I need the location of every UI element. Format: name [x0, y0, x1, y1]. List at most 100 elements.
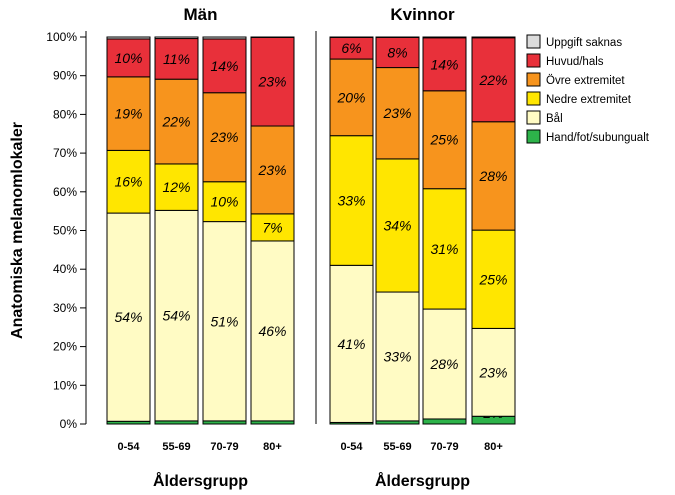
- segment-data-label: 10%: [114, 50, 142, 66]
- bar-segment-saknas: [202, 36, 247, 40]
- y-tick-label: 10%: [53, 378, 77, 392]
- y-tick-label: 50%: [53, 224, 77, 238]
- x-axis-title: Åldersgrupp: [153, 471, 248, 490]
- bar-segment-ovre: [329, 58, 374, 137]
- bar-segment-huvud: [471, 37, 516, 123]
- panel-title: Kvinnor: [390, 5, 455, 24]
- y-tick-label: 60%: [53, 185, 77, 199]
- segment-data-label: 22%: [161, 114, 190, 130]
- legend-swatch-ovre: [526, 72, 541, 87]
- segment-data-label: 54%: [114, 309, 142, 325]
- y-tick-label: 80%: [53, 107, 77, 121]
- legend-label-huvud: Huvud/hals: [546, 56, 604, 68]
- bar-segment-ovre: [422, 90, 467, 190]
- y-axis-title: Anatomiska melanomlokaler: [9, 122, 26, 339]
- x-category-label: 70-79: [210, 441, 238, 453]
- bar-segment-nedre: [471, 229, 516, 329]
- bar-segment-ovre: [106, 76, 151, 151]
- y-tick-label: 0%: [60, 417, 78, 431]
- bar-segment-bal: [471, 327, 516, 417]
- segment-data-label: 23%: [209, 129, 238, 145]
- bar-segment-huvud: [250, 36, 295, 127]
- segment-data-label: 28%: [429, 356, 458, 372]
- bar-segment-bal: [154, 209, 199, 422]
- bar-segment-ovre: [375, 67, 420, 160]
- bar-segment-saknas: [471, 36, 516, 39]
- bar-segment-bal: [250, 240, 295, 422]
- bar-segment-nedre: [106, 149, 151, 214]
- x-category-label: 55-69: [162, 441, 190, 453]
- segment-data-label: 46%: [258, 323, 286, 339]
- legend-label-bal: Bål: [546, 113, 563, 125]
- legend-label-hand: Hand/fot/subungualt: [546, 132, 650, 144]
- legend-swatch-hand: [526, 129, 541, 144]
- segment-data-label: 10%: [210, 194, 238, 210]
- y-tick-label: 100%: [46, 30, 77, 44]
- segment-data-label: 16%: [114, 174, 142, 190]
- segment-data-label: 34%: [383, 217, 411, 233]
- bar-segment-huvud: [375, 36, 420, 69]
- segment-data-label: 41%: [337, 336, 365, 352]
- legend-label-nedre: Nedre extremitet: [546, 94, 632, 106]
- segment-data-label: 7%: [262, 219, 282, 235]
- x-category-label: 80+: [263, 441, 282, 453]
- x-category-label: 70-79: [430, 441, 458, 453]
- y-tick-label: 30%: [53, 301, 77, 315]
- bar-segment-bal: [202, 221, 247, 422]
- x-axis-title: Åldersgrupp: [375, 471, 470, 490]
- bar-segment-ovre: [250, 125, 295, 215]
- segment-data-label: 23%: [478, 364, 507, 380]
- legend-swatch-huvud: [526, 53, 541, 68]
- bar-segment-bal: [375, 291, 420, 422]
- bar-segment-huvud: [202, 38, 247, 94]
- segment-data-label: 14%: [210, 58, 238, 74]
- segment-data-label: 23%: [257, 162, 286, 178]
- legend-label-saknas: Uppgift saknas: [546, 37, 622, 49]
- bar-segment-ovre: [154, 78, 199, 165]
- segment-data-label: 33%: [337, 193, 365, 209]
- y-tick-label: 90%: [53, 69, 77, 83]
- legend-swatch-bal: [526, 110, 541, 125]
- segment-data-label: 23%: [382, 105, 411, 121]
- bar-segment-bal: [106, 212, 151, 422]
- bar-segment-saknas: [106, 36, 151, 40]
- y-tick-label: 70%: [53, 146, 77, 160]
- bar-segment-nedre: [250, 213, 295, 242]
- legend-swatch-nedre: [526, 91, 541, 106]
- bar-segment-bal: [422, 308, 467, 420]
- segment-data-label: 12%: [162, 179, 190, 195]
- segment-data-label: 54%: [162, 308, 190, 324]
- bar-segment-saknas: [422, 36, 467, 39]
- panel-title: Män: [184, 5, 218, 24]
- segment-data-label: 25%: [429, 132, 458, 148]
- bar-segment-huvud: [154, 38, 199, 80]
- x-category-label: 0-54: [117, 441, 140, 453]
- y-tick-label: 40%: [53, 262, 77, 276]
- segment-data-label: 25%: [478, 271, 507, 287]
- bar-segment-nedre: [329, 135, 374, 266]
- bar-segment-nedre: [375, 158, 420, 293]
- segment-data-label: 14%: [430, 56, 458, 72]
- bar-segment-saknas: [154, 36, 199, 40]
- segment-data-label: 11%: [163, 51, 190, 67]
- segment-data-label: 8%: [387, 44, 407, 60]
- segment-data-label: 22%: [478, 72, 507, 88]
- bar-segment-ovre: [202, 92, 247, 183]
- segment-data-label: 28%: [478, 168, 507, 184]
- x-category-label: 55-69: [383, 441, 411, 453]
- bar-segment-nedre: [154, 163, 199, 211]
- x-category-label: 0-54: [340, 441, 363, 453]
- segment-data-label: 19%: [114, 106, 142, 122]
- segment-data-label: 23%: [257, 74, 286, 90]
- bar-segment-huvud: [422, 37, 467, 92]
- x-category-label: 80+: [484, 441, 503, 453]
- segment-data-label: 33%: [383, 348, 411, 364]
- legend-swatch-saknas: [526, 34, 541, 49]
- segment-data-label: 20%: [336, 89, 365, 105]
- segment-data-label: 51%: [210, 313, 238, 329]
- y-tick-label: 20%: [53, 340, 77, 354]
- legend-label-ovre: Övre extremitet: [546, 75, 625, 87]
- bar-segment-ovre: [471, 121, 516, 231]
